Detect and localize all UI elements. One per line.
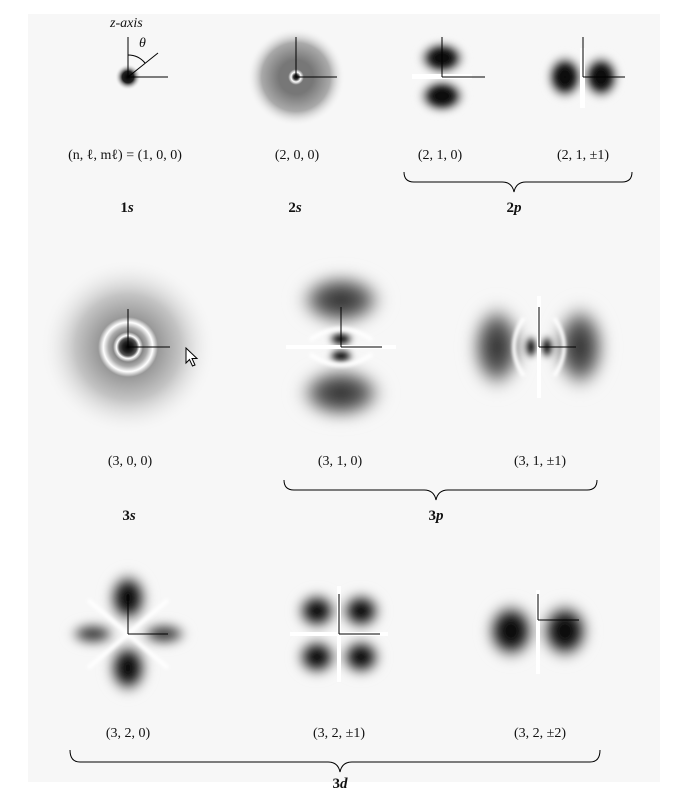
brace-3p (283, 479, 598, 501)
group-2p: 2p (506, 200, 522, 216)
group-3p: 3p (428, 508, 444, 524)
orbital-3d-m1 (290, 586, 388, 682)
label-2p-m1: (2, 1, ±1) (556, 148, 610, 163)
orbital-2p-m1 (543, 37, 625, 108)
label-2s: (2, 0, 0) (274, 148, 320, 163)
orbital-2s (247, 28, 345, 126)
brace-3d (69, 749, 601, 773)
orbital-3s (40, 259, 216, 435)
orbital-2p-m0 (412, 37, 485, 116)
label-3d-m2: (3, 2, ±2) (513, 726, 567, 741)
theta-label: θ (139, 36, 146, 51)
label-3d-m1: (3, 2, ±1) (312, 726, 366, 741)
group-3d: 3d (332, 776, 348, 792)
orbital-1s (115, 37, 168, 90)
label-3p-m1: (3, 1, ±1) (513, 454, 567, 469)
mouse-cursor-icon (185, 347, 199, 367)
group-2s: 2s (288, 200, 302, 216)
group-1s: 1s (120, 200, 134, 216)
orbital-3d-m0 (67, 568, 190, 698)
brace-2p (403, 171, 633, 193)
label-1s: (n, ℓ, mℓ) = (1, 0, 0) (68, 148, 182, 163)
orbital-3d-m2 (481, 590, 595, 674)
z-axis-label: z-axis (110, 16, 143, 31)
label-3d-m0: (3, 2, 0) (105, 726, 151, 741)
label-2p-m0: (2, 1, 0) (417, 148, 463, 163)
label-3s: (3, 0, 0) (107, 454, 153, 469)
group-3s: 3s (122, 508, 136, 524)
label-3p-m0: (3, 1, 0) (317, 454, 363, 469)
orbital-3p-m0 (286, 270, 396, 423)
orbital-3p-m1 (467, 296, 610, 398)
